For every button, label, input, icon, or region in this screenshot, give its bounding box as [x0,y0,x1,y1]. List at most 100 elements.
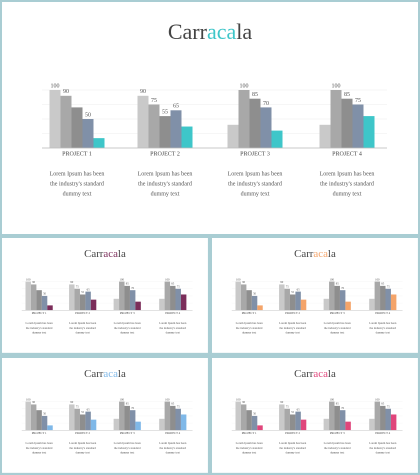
description: the industry's standard [114,446,141,450]
bar [175,408,181,431]
category-label: PROJECT 1 [242,431,257,435]
description: Lorem Ipsum has been [236,441,264,445]
bar [47,305,53,311]
value-label: 100 [332,83,341,89]
bar [289,414,296,431]
description: the industry's standard [50,181,104,187]
description: the industry's standard [138,181,192,187]
bar [124,285,130,311]
value-label: 100 [240,83,249,89]
bar [175,288,181,311]
value-label: 50 [253,412,256,416]
bar [159,418,165,431]
bar [180,414,187,431]
description: Lorem Ipsum has been [50,171,105,177]
bar [334,285,340,311]
value-label: 65 [297,287,300,291]
title-part: Carr [294,247,314,259]
title-part: Carr [84,367,104,379]
description: the industry's standard [69,326,96,330]
value-label: 100 [51,83,60,89]
bar [164,401,171,431]
description: the industry's standard [324,446,351,450]
value-label: 75 [387,284,390,288]
value-label: 100 [236,277,241,281]
value-label: 90 [70,280,73,284]
title-part: la [118,247,126,259]
description: dummy text [63,191,92,197]
value-label: 90 [32,280,35,284]
title: Carracala [168,19,253,44]
bar [240,284,247,311]
value-label: 70 [341,406,344,410]
category-label: PROJECT 1 [32,431,47,435]
description: dummy text [166,451,180,455]
title-part: Carr [294,367,314,379]
bar [300,419,307,431]
description: Lorem Ipsum has been [369,441,397,445]
category-label: PROJECT 4 [165,431,180,435]
bar [369,418,375,431]
bar [71,107,83,148]
value-label: 75 [76,404,79,408]
value-label: 100 [330,397,335,401]
title: Carracala [84,367,126,379]
value-label: 50 [43,412,46,416]
description: Lorem Ipsum has been [279,321,307,325]
bar [339,290,346,311]
value-label: 100 [26,277,31,281]
bar [90,299,97,311]
bar [385,288,391,311]
description: dummy text [286,451,300,455]
bar [170,285,176,311]
value-label: 50 [253,292,256,296]
bar [41,295,48,311]
bar [90,419,97,431]
value-label: 100 [165,277,170,281]
category-label: PROJECT 4 [165,311,180,315]
bar [41,415,48,431]
description: the industry's standard [324,326,351,330]
bar [345,301,351,311]
bar [251,295,258,311]
bar [25,401,31,431]
description: the industry's standard [114,326,141,330]
value-label: 85 [381,282,384,286]
description: the industry's standard [159,446,186,450]
bar [49,90,61,148]
bar [74,408,80,431]
description: Lorem Ipsum has been [26,441,54,445]
category-label: PROJECT 4 [375,311,390,315]
bar [235,401,241,431]
description: dummy text [376,451,390,455]
bar [323,298,330,311]
value-label: 65 [297,407,300,411]
value-label: 75 [177,404,180,408]
value-label: 100 [330,277,335,281]
description: dummy text [32,331,46,335]
bar [289,294,296,311]
category-label: PROJECT 2 [285,311,300,315]
category-label: PROJECT 2 [75,311,90,315]
value-label: 100 [120,397,125,401]
bar [363,116,375,148]
bar [257,425,263,431]
description: dummy text [242,331,256,335]
value-label: 50 [85,112,91,118]
value-label: 100 [120,277,125,281]
description: Lorem Ipsum has been [138,171,193,177]
description: Lorem Ipsum has been [26,321,54,325]
value-label: 85 [336,402,339,406]
title: Carracala [294,367,336,379]
description: the industry's standard [26,446,53,450]
bar [300,299,307,311]
bar [135,421,141,431]
value-label: 55 [162,109,168,115]
value-label: 85 [171,282,174,286]
bar [352,104,364,148]
